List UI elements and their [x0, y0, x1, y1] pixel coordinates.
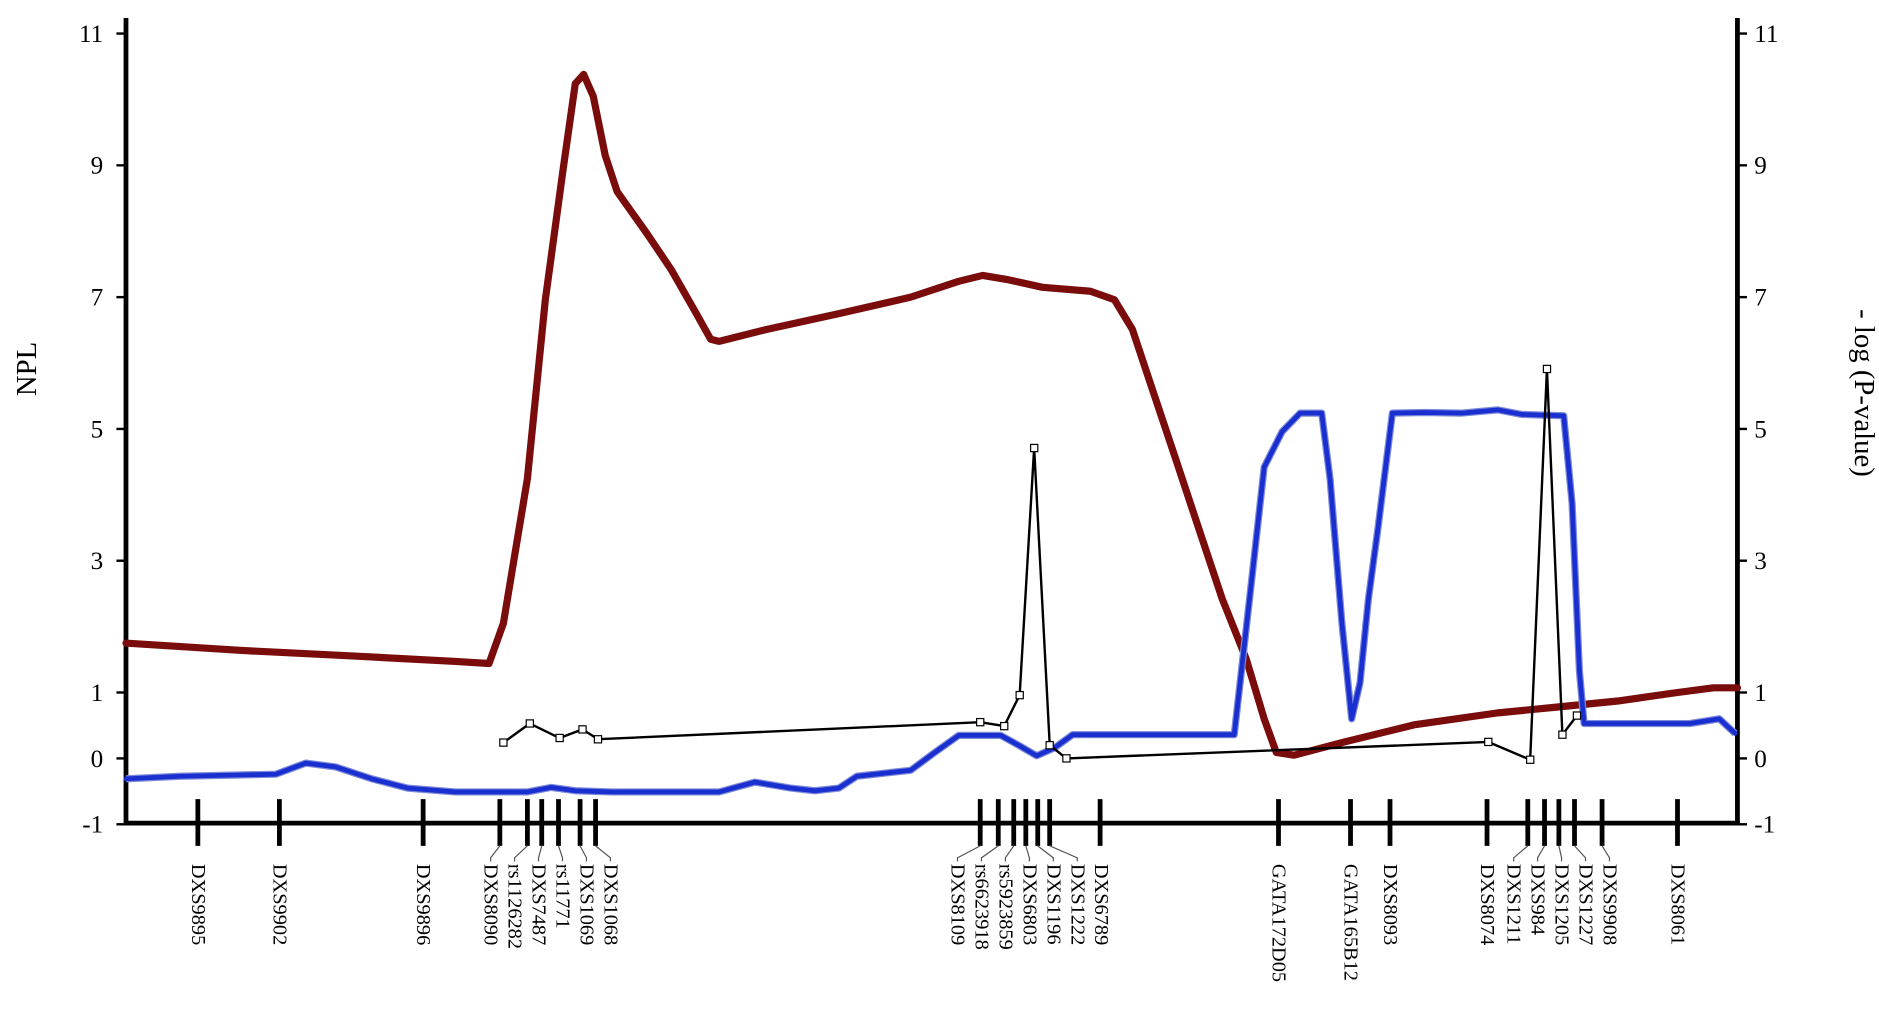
marker-leader-line — [980, 845, 999, 862]
data-point — [593, 735, 603, 744]
marker-leader-line — [595, 845, 612, 862]
data-point — [555, 733, 564, 743]
left-y-tick-label: 0 — [91, 746, 104, 773]
marker-label: DXS8074 — [1476, 864, 1498, 945]
marker-leader-line — [557, 845, 564, 862]
marker-leader-line — [537, 845, 543, 862]
marker-label: DXS9908 — [1598, 864, 1620, 945]
marker-label: DXS8061 — [1667, 864, 1689, 945]
marker-leader-line — [1601, 845, 1611, 862]
data-point — [976, 717, 985, 727]
left-y-tick-label: 3 — [91, 548, 104, 575]
marker-label: DXS1205 — [1551, 864, 1573, 945]
left-y-tick-label: 1 — [91, 680, 104, 707]
marker-label: DXS1227 — [1575, 864, 1597, 945]
data-point — [1558, 730, 1567, 739]
marker-label: DXS1068 — [599, 864, 621, 945]
right-y-tick-label: 3 — [1754, 548, 1767, 575]
series-line — [502, 367, 1579, 761]
marker-label: DXS8093 — [1379, 864, 1401, 945]
marker-label: GATA172D05 — [1267, 864, 1289, 982]
right-y-tick-label: 5 — [1754, 416, 1767, 443]
marker-leader-line — [1049, 845, 1078, 862]
data-point — [1045, 741, 1054, 750]
marker-leader-line — [1558, 845, 1563, 862]
marker-label: rs6623918 — [970, 864, 992, 950]
marker-label: DXS9896 — [412, 864, 434, 945]
right-y-tick-label: 9 — [1754, 153, 1767, 180]
right-y-tick-label: 11 — [1754, 21, 1778, 48]
marker-leader-line — [1004, 845, 1015, 862]
marker-leader-line — [1574, 845, 1587, 862]
right-axis-title: - log (P-value) — [1848, 309, 1879, 477]
data-point — [1484, 737, 1493, 747]
left-y-tick-label: 5 — [91, 416, 104, 443]
marker-label: DXS984 — [1527, 864, 1549, 935]
right-y-tick-label: 0 — [1754, 746, 1767, 773]
marker-label: rs5923859 — [994, 864, 1016, 950]
marker-label: rs1126282 — [504, 864, 526, 949]
left-y-tick-label: 9 — [91, 153, 104, 180]
left-y-tick-label: 11 — [79, 21, 103, 48]
marker-leader-line — [1537, 845, 1546, 862]
data-point — [1542, 364, 1552, 374]
series-line — [123, 407, 1738, 795]
marker-label: DXS9902 — [268, 864, 290, 945]
right-y-tick-label: 7 — [1754, 285, 1767, 312]
marker-label: DXS1196 — [1042, 864, 1064, 945]
marker-leader-line — [956, 845, 981, 862]
marker-leader-line — [1513, 845, 1529, 862]
right-y-tick-label: -1 — [1754, 812, 1775, 839]
left-y-tick-label: -1 — [82, 812, 103, 839]
marker-label: DXS7487 — [527, 864, 549, 945]
marker-label: DXS1211 — [1503, 864, 1525, 945]
right-y-tick-label: 1 — [1754, 680, 1767, 707]
marker-label: DXS9895 — [187, 864, 209, 945]
marker-label: DXS1069 — [575, 864, 597, 945]
left-axis-title: NPL — [11, 342, 43, 396]
data-point — [1000, 721, 1009, 731]
left-y-tick-label: 7 — [91, 285, 104, 312]
axes — [123, 17, 1740, 826]
marker-leader-line — [579, 845, 588, 862]
marker-label: DXS8090 — [480, 864, 502, 945]
data-point — [525, 719, 535, 728]
marker-label: DXS6789 — [1090, 864, 1112, 945]
marker-leader-line — [1037, 845, 1054, 862]
marker-label: DXS1222 — [1066, 864, 1088, 945]
marker-label: GATA165B12 — [1340, 864, 1362, 981]
marker-label: rs11771 — [551, 864, 573, 929]
data-point — [1572, 711, 1582, 720]
data-point — [1526, 755, 1535, 764]
data-point — [578, 725, 587, 734]
data-point — [1030, 443, 1039, 453]
series-line — [122, 70, 1742, 759]
marker-ticks: DXS9895 DXS9902 DXS9896 DXS8090 rs1126282 DXS… — [187, 799, 1689, 982]
marker-leader-line — [490, 845, 501, 862]
data-point — [1015, 690, 1024, 700]
data-point — [1062, 754, 1071, 763]
y-ticks: 11 9 7 5 3 1 0 -1 11 9 7 5 3 1 0 -1 — [79, 21, 1778, 839]
marker-label: DXS8109 — [946, 864, 968, 945]
data-point — [499, 738, 508, 747]
series-halo — [125, 406, 1738, 796]
marker-leader-line — [1025, 845, 1030, 862]
marker-leader-line — [513, 845, 528, 862]
series-lines — [122, 70, 1742, 796]
marker-label: DXS6803 — [1018, 864, 1040, 945]
